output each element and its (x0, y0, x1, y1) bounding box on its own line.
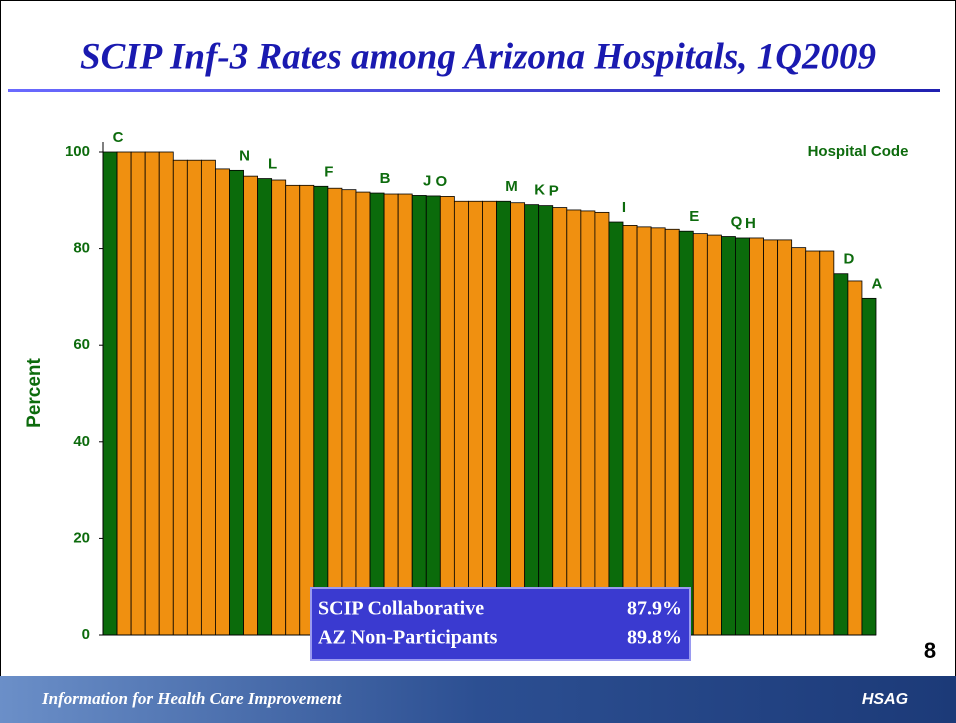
bar (538, 205, 554, 636)
bar (102, 151, 118, 636)
bar (285, 184, 301, 636)
bar (510, 202, 526, 636)
summary-name: AZ Non-Participants (318, 627, 498, 649)
bar (622, 225, 638, 636)
y-tick-label: 0 (82, 626, 90, 643)
plot: 0 20 40 60 80 100 C N L F B J O M K P I E Q H D A (65, 129, 883, 643)
bar (805, 250, 821, 636)
bar (144, 151, 160, 636)
bar (636, 226, 652, 636)
bar (566, 209, 582, 636)
bar (341, 189, 357, 636)
bar (777, 239, 793, 636)
hospital-code: O (435, 173, 447, 190)
hospital-code: F (324, 163, 333, 180)
hospital-code: N (239, 147, 250, 164)
bar (692, 233, 708, 636)
hospital-code: P (549, 183, 559, 200)
summary-name: SCIP Collaborative (318, 598, 484, 620)
bar (861, 297, 877, 636)
bar (186, 159, 202, 636)
bar (819, 250, 835, 636)
bar (608, 221, 624, 636)
footer-text: Information for Health Care Improvement (41, 689, 343, 708)
hospital-code: L (268, 156, 277, 173)
bar (847, 280, 863, 636)
y-tick-label: 60 (73, 336, 90, 353)
logo: HSAG (862, 691, 908, 708)
y-tick-label: 40 (73, 433, 90, 450)
bar (355, 191, 371, 636)
y-tick-label: 100 (65, 143, 90, 160)
bar (215, 168, 230, 636)
bar (664, 228, 680, 636)
hospital-code: C (113, 129, 124, 146)
bar (763, 239, 779, 636)
bar (425, 195, 441, 636)
y-axis-label: Percent (24, 357, 45, 427)
bar (158, 151, 174, 636)
hospital-code: K (534, 182, 545, 199)
chart-title: SCIP Inf-3 Rates among Arizona Hospitals… (80, 36, 876, 77)
bar (524, 204, 540, 636)
bar (116, 151, 132, 636)
bar (721, 236, 736, 636)
bar (243, 175, 259, 636)
bar (749, 237, 764, 636)
hospital-code: D (843, 251, 854, 268)
bar (383, 193, 399, 636)
legend-title: Hospital Code (808, 143, 909, 160)
bar (271, 179, 287, 636)
hospital-code: J (423, 172, 431, 189)
hospital-code: A (872, 275, 883, 292)
bar (130, 151, 146, 636)
bar (369, 192, 385, 636)
bar (313, 185, 329, 636)
footer-band (0, 676, 956, 723)
hospital-code: B (380, 170, 391, 187)
bar (397, 193, 413, 636)
bar (833, 273, 849, 636)
bar (678, 230, 694, 636)
bar (229, 169, 244, 636)
bar (706, 234, 722, 636)
bar (299, 184, 315, 636)
y-tick-label: 80 (73, 240, 90, 257)
bar (594, 211, 610, 636)
y-tick-label: 20 (73, 529, 90, 546)
bar (496, 200, 511, 636)
hospital-code: Q (731, 213, 743, 230)
hospital-code: M (505, 178, 518, 195)
summary-value: 89.8% (627, 627, 682, 649)
summary-value: 87.9% (627, 598, 682, 620)
bar (439, 196, 455, 636)
hospital-code: E (689, 208, 699, 225)
bar (482, 200, 497, 636)
title-underline (8, 89, 940, 92)
bar (200, 159, 216, 636)
bar (172, 159, 188, 636)
bar (552, 207, 568, 636)
bar (735, 237, 750, 636)
bar (327, 187, 343, 636)
bar (468, 200, 483, 636)
summary-box (310, 587, 691, 661)
bar (453, 200, 469, 636)
hospital-code: H (745, 215, 756, 232)
bar (650, 227, 666, 636)
page-number: 8 (924, 638, 936, 663)
bar (580, 210, 596, 636)
bar (411, 195, 427, 636)
bar (257, 178, 273, 636)
summary: SCIP Collaborative 87.9% AZ Non-Participan… (318, 598, 682, 649)
bar (791, 247, 807, 636)
hospital-code: I (622, 199, 626, 216)
